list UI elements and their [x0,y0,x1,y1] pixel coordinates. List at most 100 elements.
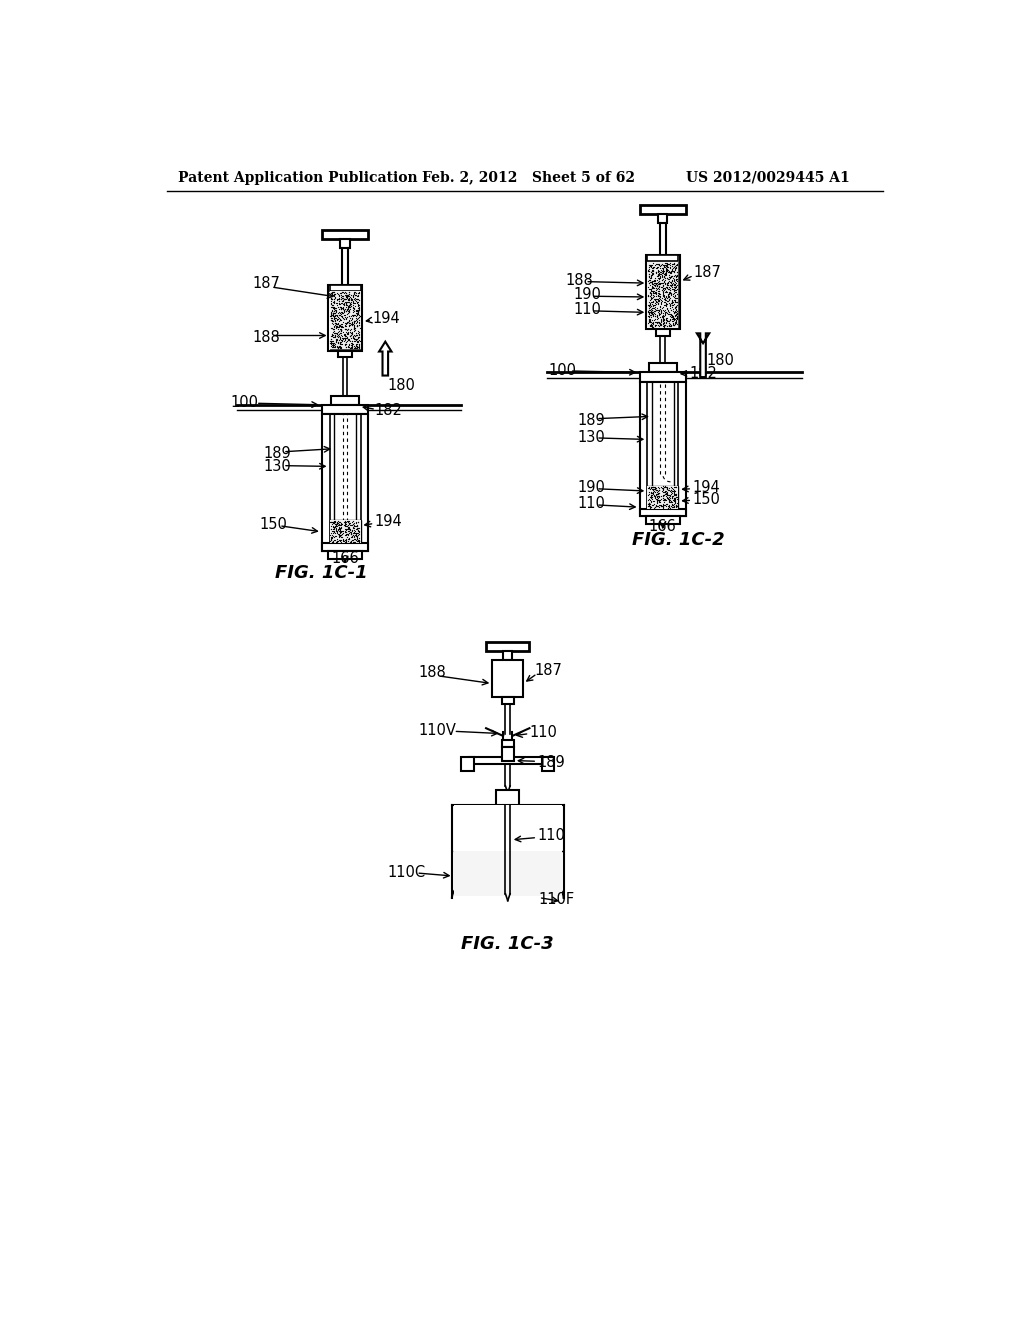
Point [341,284,357,305]
Point [667,480,683,502]
Point [328,513,344,535]
Point [336,323,352,345]
Point [331,527,347,548]
Point [334,315,350,337]
Point [667,484,683,506]
Point [654,482,671,503]
Point [663,306,679,327]
Point [337,289,353,310]
Point [646,277,663,298]
Point [350,289,367,310]
Point [332,519,348,540]
Point [665,285,681,306]
Point [641,294,657,315]
Point [339,330,355,351]
Point [651,273,668,294]
Point [336,282,352,304]
Point [659,279,676,300]
Point [655,259,672,280]
Point [667,280,683,301]
Point [324,521,340,543]
Point [340,289,356,310]
Point [644,255,660,276]
Point [647,298,664,319]
Point [660,261,677,282]
Point [331,315,347,337]
Point [645,480,662,502]
Point [333,314,349,335]
Point [645,290,662,312]
Point [644,282,660,304]
Point [348,315,365,337]
Point [644,272,660,293]
Point [350,337,367,358]
Point [663,487,679,508]
Point [665,480,681,502]
Point [350,333,367,354]
Bar [502,747,514,760]
Point [345,294,361,315]
Point [339,524,355,545]
Point [331,293,347,314]
Point [325,512,341,533]
Point [328,322,344,343]
Point [666,294,682,315]
Point [666,261,682,282]
Point [344,335,360,356]
Point [345,529,361,550]
Point [325,314,341,335]
Point [338,293,354,314]
Point [350,282,367,304]
Point [652,304,669,325]
Point [650,490,667,511]
Point [658,482,675,503]
Point [643,484,659,506]
Point [343,515,359,536]
Text: 188: 188 [252,330,280,345]
Point [643,298,659,319]
Point [341,313,357,334]
Point [345,326,361,347]
Point [656,273,673,294]
Point [654,487,671,508]
Point [657,302,674,323]
Point [351,335,368,356]
Point [662,298,678,319]
Point [658,486,675,507]
Point [668,277,684,298]
Point [650,280,667,301]
Point [329,315,345,337]
Point [331,285,347,306]
Point [646,478,663,499]
Point [326,521,342,543]
Point [650,300,667,321]
Point [648,273,665,294]
Point [331,285,347,306]
Point [327,325,343,346]
Point [651,263,668,284]
Point [339,284,355,305]
Point [649,495,666,516]
Point [348,337,365,358]
Point [340,322,356,343]
Point [649,269,666,290]
Point [348,284,365,305]
Point [333,289,349,310]
Point [348,302,365,323]
Bar [503,651,512,660]
Point [667,312,683,333]
Point [348,309,365,330]
Point [654,309,671,330]
Point [329,326,345,347]
Point [655,263,672,284]
Point [343,524,359,545]
Point [351,306,368,327]
Point [648,480,665,502]
Point [658,286,675,308]
Point [641,256,657,277]
Point [348,292,365,313]
Point [324,305,340,326]
Point [649,260,666,281]
Point [350,323,367,345]
Point [644,312,660,333]
